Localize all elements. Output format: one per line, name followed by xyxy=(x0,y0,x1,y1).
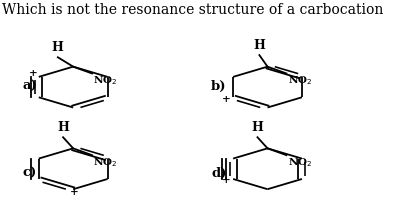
Text: +: + xyxy=(29,69,38,78)
Text: +: + xyxy=(222,95,231,103)
Text: H: H xyxy=(253,39,265,52)
Text: H: H xyxy=(252,121,263,134)
Text: NO$_2$: NO$_2$ xyxy=(93,74,118,87)
Text: c): c) xyxy=(23,167,37,180)
Text: NO$_2$: NO$_2$ xyxy=(288,156,312,169)
Text: Which is not the resonance structure of a carbocation: Which is not the resonance structure of … xyxy=(2,3,383,17)
Text: H: H xyxy=(57,121,69,134)
Text: NO$_2$: NO$_2$ xyxy=(93,156,118,169)
Text: a): a) xyxy=(23,80,38,92)
Text: b): b) xyxy=(211,80,227,92)
Text: H: H xyxy=(52,41,64,54)
Text: +: + xyxy=(70,188,79,197)
Text: +: + xyxy=(222,176,231,185)
Text: NO$_2$: NO$_2$ xyxy=(288,74,312,87)
Text: d): d) xyxy=(211,167,227,180)
